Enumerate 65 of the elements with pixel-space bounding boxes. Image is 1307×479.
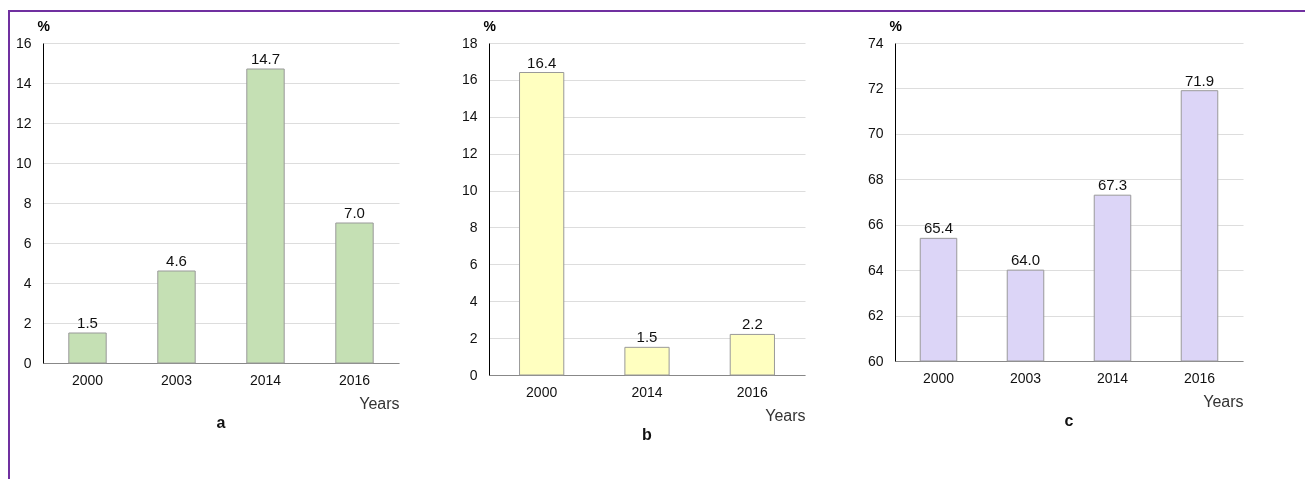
y-tick-label: 0 <box>23 354 32 371</box>
y-tick-label: 70 <box>867 125 884 142</box>
data-label: 71.9 <box>1184 71 1215 89</box>
y-tick-label: 64 <box>867 261 884 278</box>
bar <box>68 332 107 364</box>
y-tick-label: 4 <box>469 292 478 309</box>
data-label: 1.5 <box>77 314 98 331</box>
bar <box>335 222 374 364</box>
x-tick-label: 2014 <box>631 383 663 400</box>
bar <box>246 68 285 364</box>
x-tick-label: 2014 <box>1096 369 1129 386</box>
data-label: 16.4 <box>527 53 557 71</box>
data-label: 2.2 <box>741 315 763 333</box>
bar <box>157 270 196 364</box>
y-tick-label: 0 <box>469 366 478 383</box>
y-tick-label: 12 <box>461 145 478 162</box>
data-label: 7.0 <box>344 204 365 221</box>
y-tick-label: 16 <box>461 71 478 88</box>
y-tick-label: 12 <box>15 114 32 131</box>
y-axis-title: % <box>889 17 903 34</box>
y-tick-label: 60 <box>867 352 884 369</box>
y-tick-label: 2 <box>469 329 478 346</box>
y-tick-label: 72 <box>867 79 884 96</box>
x-tick-label: 2003 <box>1009 369 1042 386</box>
data-label: 1.5 <box>636 328 658 346</box>
x-tick-label: 2014 <box>249 371 282 388</box>
x-axis-title: Years <box>1203 392 1244 410</box>
x-tick-label: 2000 <box>71 371 104 388</box>
y-tick-label: 4 <box>23 274 32 291</box>
y-tick-label: 6 <box>23 234 32 251</box>
x-tick-label: 2016 <box>736 383 769 400</box>
x-axis-title: Years <box>359 394 400 412</box>
x-tick-label: 2000 <box>922 369 955 386</box>
data-label: 65.4 <box>923 219 954 237</box>
y-tick-label: 74 <box>867 34 884 51</box>
y-tick-label: 14 <box>461 108 478 125</box>
y-tick-label: 68 <box>867 170 884 187</box>
text: b <box>642 426 653 443</box>
text: c <box>1064 412 1074 429</box>
bar <box>519 72 565 376</box>
bar <box>624 346 670 376</box>
y-tick-label: 10 <box>15 154 32 171</box>
data-label: 67.3 <box>1097 176 1128 194</box>
y-tick-label: 8 <box>23 194 32 211</box>
x-axis-title: Years <box>765 406 806 424</box>
x-tick-label: 2016 <box>338 371 371 388</box>
data-label: 14.7 <box>250 50 281 67</box>
y-tick-label: 8 <box>469 218 478 235</box>
y-tick-label: 66 <box>867 216 884 233</box>
y-tick-label: 62 <box>867 307 884 324</box>
y-tick-label: 2 <box>23 314 32 331</box>
y-axis-title: % <box>37 17 51 34</box>
y-axis-title: % <box>483 17 497 34</box>
x-tick-label: 2003 <box>160 371 193 388</box>
data-label: 4.6 <box>166 252 187 269</box>
bar <box>729 333 775 376</box>
x-tick-label: 2016 <box>1183 369 1216 386</box>
y-tick-label: 14 <box>15 74 32 91</box>
y-tick-label: 10 <box>461 182 478 199</box>
text: a <box>216 414 226 431</box>
y-tick-label: 16 <box>15 34 32 51</box>
x-tick-label: 2000 <box>526 383 558 400</box>
y-tick-label: 18 <box>461 34 478 51</box>
y-tick-label: 6 <box>469 255 478 272</box>
data-label: 64.0 <box>1010 251 1041 269</box>
